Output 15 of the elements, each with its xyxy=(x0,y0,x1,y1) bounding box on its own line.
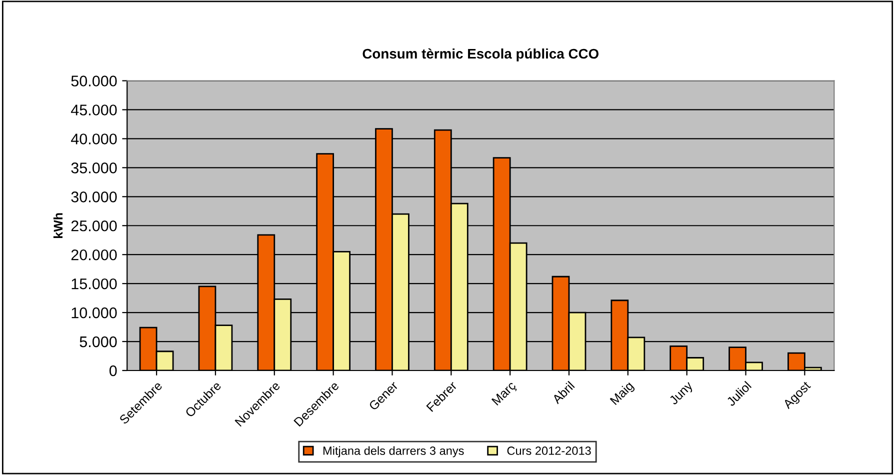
y-tick-label: 50.000 xyxy=(71,76,117,86)
y-tick-label: 10.000 xyxy=(72,307,117,318)
legend-label: Curs 2012-2013 xyxy=(507,446,591,455)
y-tick-label: 0 xyxy=(109,365,117,376)
y-axis-title: kWh xyxy=(53,213,62,238)
chart-title: Consum tèrmic Escola pública CCO xyxy=(362,48,599,62)
y-tick-label: 40.000 xyxy=(70,134,117,144)
y-tick-label: 5.000 xyxy=(80,336,117,348)
y-tick-label: 35.000 xyxy=(71,162,117,174)
y-tick-label: 15.000 xyxy=(72,278,117,290)
legend-label: Mitjana dels darrers 3 anys xyxy=(323,446,464,458)
y-tick-label: 45.000 xyxy=(70,104,117,116)
y-tick-label: 30.000 xyxy=(71,192,117,202)
y-tick-label: 20.000 xyxy=(71,249,117,260)
y-tick-label: 25.000 xyxy=(71,220,117,232)
